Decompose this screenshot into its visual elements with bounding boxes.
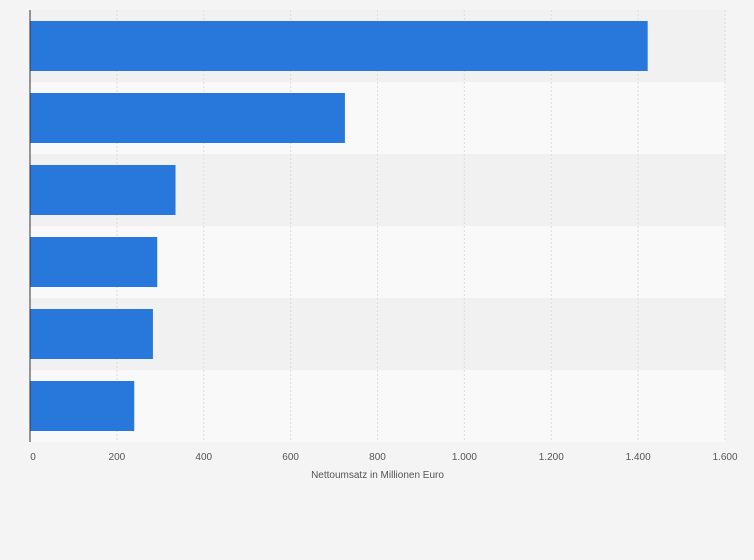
x-tick-label-1600: 1.600 xyxy=(712,452,737,463)
bar-3 xyxy=(30,165,176,215)
bar-4 xyxy=(30,237,158,287)
x-tick-labels: 0 200 400 600 800 1.000 1.200 1.400 1.600 xyxy=(30,452,738,463)
x-tick-label-400: 400 xyxy=(195,452,212,463)
bar-2 xyxy=(30,93,345,143)
bar-1 xyxy=(30,21,648,71)
bars xyxy=(30,21,648,431)
x-tick-label-1200: 1.200 xyxy=(539,452,564,463)
x-axis-title: Nettoumsatz in Millionen Euro xyxy=(311,470,444,481)
x-tick-label-0: 0 xyxy=(30,452,36,463)
x-tick-label-600: 600 xyxy=(282,452,299,463)
grid-lines xyxy=(116,10,726,442)
bar-5 xyxy=(30,309,153,359)
x-tick-label-800: 800 xyxy=(369,452,386,463)
x-tick-label-1000: 1.000 xyxy=(452,452,477,463)
x-tick-label-200: 200 xyxy=(109,452,126,463)
bar-6 xyxy=(30,381,135,431)
x-tick-label-1400: 1.400 xyxy=(626,452,651,463)
